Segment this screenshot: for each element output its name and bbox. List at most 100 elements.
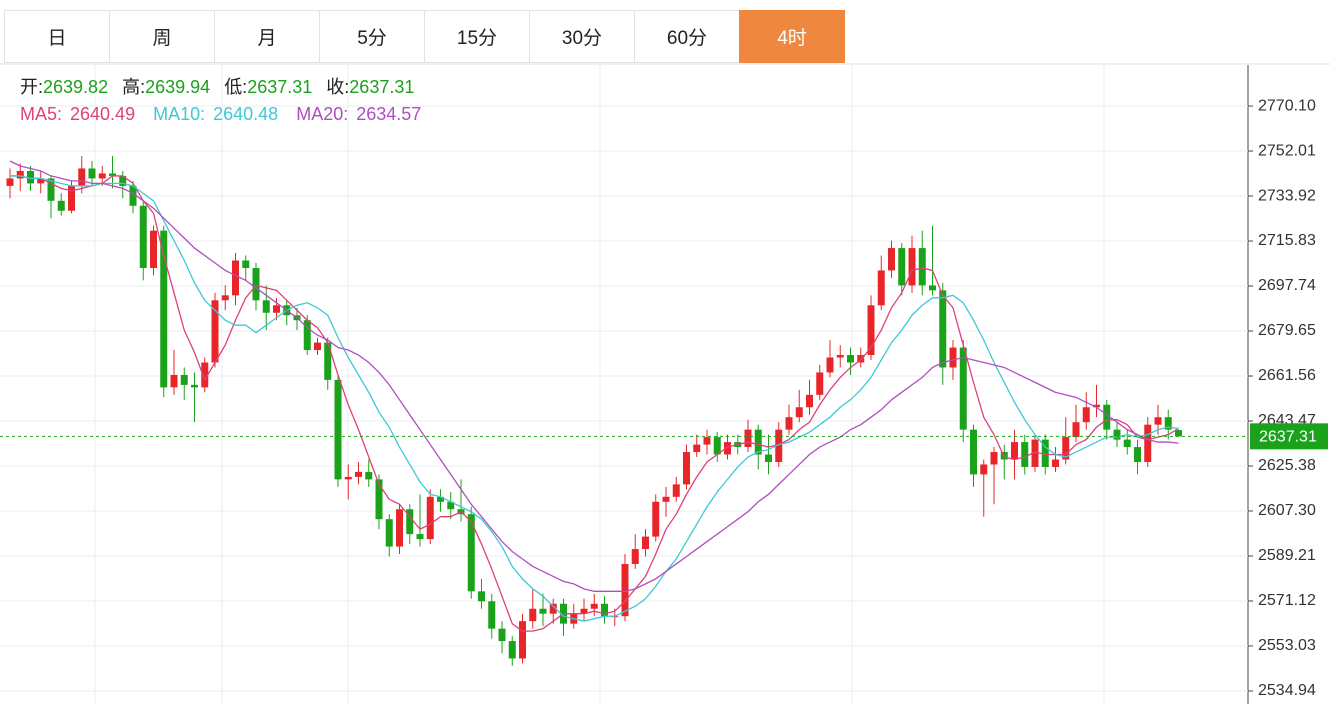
candle-body <box>57 200 65 211</box>
candle-body <box>344 476 352 480</box>
ohlc-info: 开:2639.82 高:2639.94 低:2637.31 收:2637.31 <box>20 77 414 97</box>
y-tick-label: 2607.30 <box>1258 502 1316 519</box>
candle-body <box>262 300 270 313</box>
candle-body <box>221 295 229 301</box>
tab[interactable]: 周 <box>109 10 215 63</box>
candle-body <box>980 464 988 475</box>
candle-body <box>201 362 209 388</box>
candle-body <box>139 205 147 268</box>
candle-body <box>590 603 598 609</box>
candle-body <box>662 496 670 502</box>
candle-body <box>324 342 332 380</box>
tab[interactable]: 日 <box>4 10 110 63</box>
legend-value: 2640.48 <box>213 104 278 124</box>
tab[interactable]: 60分 <box>634 10 740 63</box>
candle-body <box>1134 447 1141 462</box>
candle-body <box>78 168 86 186</box>
candle-body <box>1123 439 1131 448</box>
y-tick-label: 2679.65 <box>1258 322 1316 339</box>
candle-body <box>539 608 547 614</box>
tab[interactable]: 月 <box>214 10 320 63</box>
candle-body <box>273 305 280 313</box>
candle-body <box>508 641 516 659</box>
y-tick-label: 2697.74 <box>1258 277 1316 294</box>
candle-body <box>580 608 588 614</box>
candle-body <box>426 496 434 540</box>
tab[interactable]: 15分 <box>424 10 530 63</box>
candle-body <box>631 549 639 564</box>
ohlc-value: 2637.31 <box>247 77 312 97</box>
candle-body <box>857 355 865 363</box>
candle-body <box>836 355 844 358</box>
candle-body <box>252 267 260 301</box>
candle-body <box>467 514 475 592</box>
candle-body <box>724 442 731 455</box>
candle-body <box>1082 407 1090 423</box>
legend-value: 2634.57 <box>356 104 421 124</box>
candle-body <box>621 563 629 617</box>
candle-body <box>908 248 916 286</box>
candle-body <box>847 355 854 363</box>
candle-body <box>47 178 55 201</box>
candle-body <box>519 621 526 659</box>
candle-body <box>990 452 998 465</box>
candle-body <box>529 608 537 622</box>
candle-body <box>478 591 485 602</box>
candle-body <box>119 175 127 186</box>
candle-body <box>1031 439 1039 467</box>
candle-body <box>1164 417 1172 430</box>
y-tick-label: 2752.01 <box>1258 142 1316 159</box>
candle-body <box>37 178 45 184</box>
candle-body <box>365 471 373 480</box>
candle-body <box>1062 437 1070 460</box>
candle-body <box>334 379 342 480</box>
legend-name: MA5: <box>20 104 62 124</box>
y-tick-label: 2770.10 <box>1258 97 1316 114</box>
candle-body <box>191 384 198 388</box>
candle-body <box>27 170 34 184</box>
candle-body <box>1154 417 1162 425</box>
tab[interactable]: 4时 <box>739 10 845 63</box>
candle-body <box>303 320 311 351</box>
ma-line <box>10 175 1179 622</box>
y-tick-label: 2571.12 <box>1258 592 1316 609</box>
ohlc-value: 2639.82 <box>43 77 108 97</box>
candle-body <box>447 501 455 510</box>
candle-body <box>375 479 383 520</box>
candle-body <box>98 173 106 179</box>
grid <box>94 65 1105 704</box>
ohlc-label: 高: <box>122 77 145 97</box>
candle-body <box>6 178 14 186</box>
ohlc-label: 低: <box>224 77 247 97</box>
candle-body <box>744 429 752 448</box>
candle-body <box>765 454 772 462</box>
tab[interactable]: 5分 <box>319 10 425 63</box>
candle-body <box>683 452 690 485</box>
candle-body <box>1093 404 1100 408</box>
candle-body <box>939 290 947 368</box>
tab-bar: 日周月 5分 15分 30分 60分 4时 <box>4 10 845 63</box>
price-label: 2637.31 <box>1259 429 1317 446</box>
candle-body <box>888 248 895 271</box>
candle-body <box>1113 429 1121 440</box>
ohlc-value: 2639.94 <box>145 77 210 97</box>
candle-body <box>16 170 24 179</box>
candle-body <box>703 437 711 445</box>
candle-body <box>806 394 813 408</box>
y-tick-label: 2553.03 <box>1258 637 1316 654</box>
candle-body <box>642 536 649 550</box>
legend-name: MA20: <box>296 104 348 124</box>
candle-body <box>396 509 403 547</box>
legend-value: 2640.49 <box>70 104 135 124</box>
candle-body <box>150 230 157 268</box>
candle-body <box>68 185 75 211</box>
candle-body <box>88 168 96 179</box>
tab[interactable]: 30分 <box>529 10 635 63</box>
candle-body <box>109 173 116 176</box>
candle-body <box>242 260 250 268</box>
candle-body <box>672 484 680 497</box>
candle-body <box>693 444 701 453</box>
candle-body <box>959 347 967 430</box>
price-box <box>1250 423 1328 450</box>
